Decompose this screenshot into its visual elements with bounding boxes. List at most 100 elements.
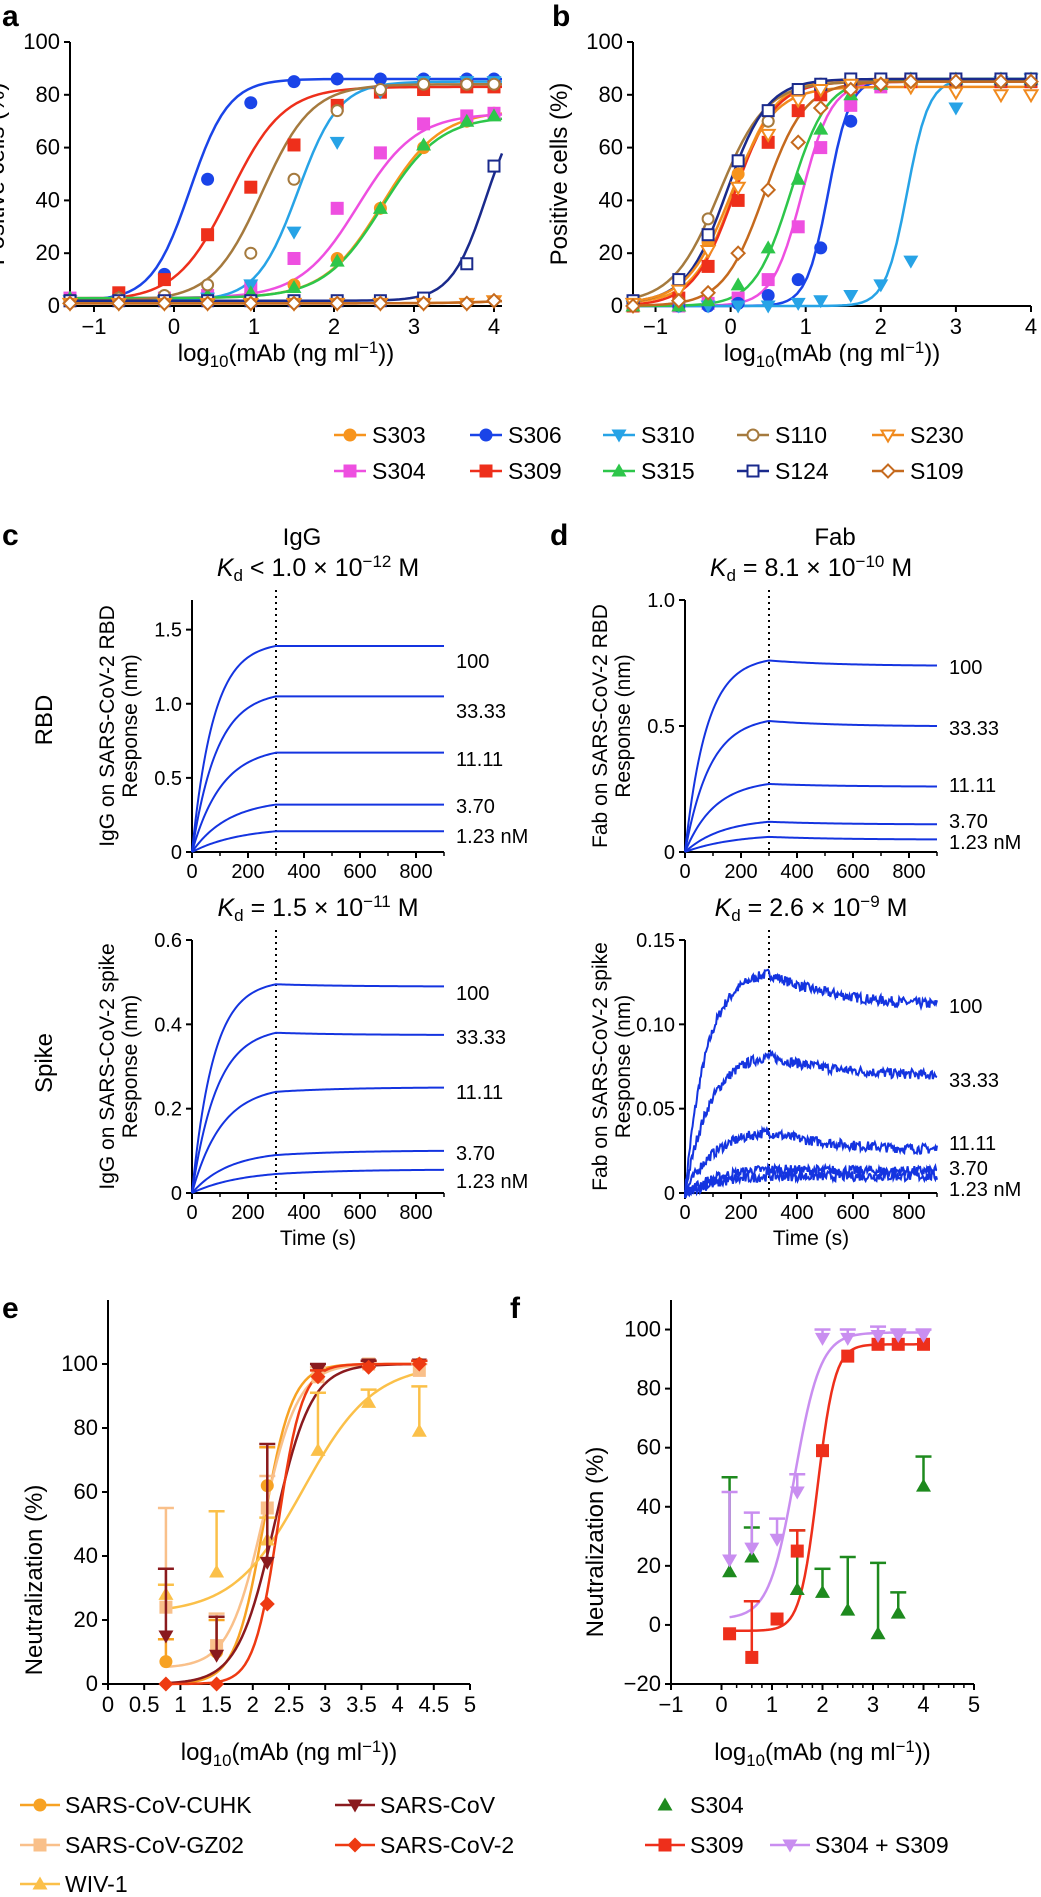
point-S304-S309	[744, 1542, 760, 1556]
x-tick-label: 600	[836, 1202, 869, 1224]
y-tick-label: 0	[664, 1183, 675, 1205]
x-tick-label: 5	[464, 1692, 476, 1717]
point-S230	[729, 181, 747, 196]
x-axis-label: Time (s)	[773, 1227, 849, 1250]
point-S310	[873, 279, 889, 293]
point-S109	[812, 100, 829, 116]
point-S315	[730, 277, 746, 291]
x-tick-label: 0	[715, 1692, 727, 1717]
legend-label: S304	[690, 1792, 744, 1818]
x-tick-label: 4	[1025, 314, 1037, 339]
y-axis-label-line: Response (nm)	[612, 654, 635, 798]
legend-label-S310: S310	[641, 422, 695, 448]
point-S109	[110, 295, 127, 312]
x-tick-label: 200	[231, 1202, 264, 1224]
point-S109	[872, 76, 889, 93]
fit-S110	[632, 80, 1032, 300]
point-S304	[373, 146, 387, 160]
x-tick-label: 400	[780, 1202, 813, 1224]
panel-letter: e	[2, 1292, 19, 1325]
panel-letter: f	[510, 1292, 521, 1325]
point-S110	[244, 246, 258, 260]
x-tick-label: 2	[247, 1692, 259, 1717]
point-S315	[790, 171, 806, 185]
x-tick-label: 4	[391, 1692, 403, 1717]
conc-label: 33.33	[949, 1070, 999, 1092]
y-axis-label: Neutralization (%)	[582, 1447, 609, 1638]
x-tick-label: 0	[724, 314, 736, 339]
legend-label-S109: S109	[910, 458, 964, 484]
x-tick-label: 4.5	[419, 1692, 450, 1717]
point-S309	[731, 193, 745, 207]
fit-S110	[69, 83, 503, 302]
x-tick-label: 0	[679, 861, 690, 883]
point-S124	[460, 257, 474, 271]
point-S304	[722, 1564, 738, 1578]
y-tick-label: 100	[624, 1317, 661, 1342]
panel-f: −1 0 1 2 3 4 5 −20 0 20 40 60 80 100 Neutralization (%…	[582, 1300, 980, 1770]
legend-label: SARS-CoV-CUHK	[65, 1792, 252, 1818]
panel-c-header: IgG Fab RBD Spike	[31, 524, 856, 1093]
x-axis-label: log10(mAb (ng ml−1))	[724, 338, 941, 371]
y-tick-label: 100	[23, 29, 60, 54]
y-axis-label-line: Neutralization (%)	[582, 1447, 609, 1638]
row-label-line: Spike	[31, 1033, 58, 1093]
y-tick-label: 1.0	[154, 694, 182, 716]
point-S306	[373, 72, 387, 86]
point-S309	[816, 1444, 829, 1458]
y-tick-label: 0.05	[636, 1099, 675, 1121]
point-S304	[744, 1549, 760, 1563]
y-tick-label: 40	[599, 187, 623, 212]
legend-marker-S230	[879, 429, 897, 444]
point-S309	[841, 1349, 855, 1363]
point-S310	[329, 136, 345, 150]
point-S310	[903, 255, 919, 269]
y-tick-label: 0.4	[154, 1014, 182, 1036]
point-S230	[992, 89, 1010, 104]
kd-label: Kd = 2.6 × 10−9 M	[715, 892, 908, 925]
legend-marker-S309	[479, 464, 493, 478]
point-S309	[917, 1337, 930, 1351]
x-tick-label: 0	[168, 314, 180, 339]
x-tick-label: 800	[399, 861, 432, 883]
y-axis-label-line: Response (nm)	[119, 654, 142, 798]
y-axis-label: IgG on SARS-CoV-2 spike Response (nm)	[96, 943, 142, 1189]
y-tick-label: 0.15	[636, 930, 675, 952]
point-S306	[814, 241, 828, 255]
bli-trace	[684, 1048, 938, 1196]
point-S315	[760, 240, 776, 254]
legend-ab: S303 S306 S310 S110 S230 S304 S309 S315 S124 S109	[334, 422, 964, 484]
point-S110	[487, 77, 501, 91]
legend-marker-S306	[479, 428, 493, 442]
panel-d_spike: 0 200 400 600 800 0 0.05 0.10 0.15 Kd = 2.6 × 10−…	[589, 892, 1021, 1250]
y-tick-label: 100	[586, 29, 623, 54]
point-S109	[670, 292, 687, 309]
bli-trace	[191, 983, 445, 1194]
point-WIV-1	[361, 1394, 377, 1408]
y-axis-label: IgG on SARS-CoV-2 RBD Response (nm)	[96, 605, 142, 847]
y-tick-label: 60	[74, 1479, 98, 1504]
x-tick-label: 2	[875, 314, 887, 339]
x-tick-label: 4	[488, 314, 500, 339]
y-tick-label: 60	[637, 1435, 661, 1460]
column-header: IgG	[283, 524, 322, 551]
point-S304	[814, 141, 828, 155]
point-S230	[1022, 89, 1040, 104]
panel-letter: c	[2, 519, 19, 552]
conc-label: 11.11	[949, 1133, 996, 1155]
y-tick-label: 40	[74, 1543, 98, 1568]
y-axis-label: Neutralization (%)	[21, 1485, 48, 1676]
bli-trace	[684, 1162, 938, 1199]
conc-label: 33.33	[456, 701, 506, 723]
point-S303	[731, 167, 745, 181]
legend-label: WIV-1	[65, 1871, 128, 1897]
point-S109	[730, 245, 747, 262]
point-S109	[790, 134, 807, 151]
point-S306	[287, 75, 301, 89]
legend-marker	[33, 1838, 47, 1852]
y-axis-label-line: Response (nm)	[119, 995, 142, 1139]
legend-label-S315: S315	[641, 458, 695, 484]
point-S309	[770, 1612, 784, 1626]
